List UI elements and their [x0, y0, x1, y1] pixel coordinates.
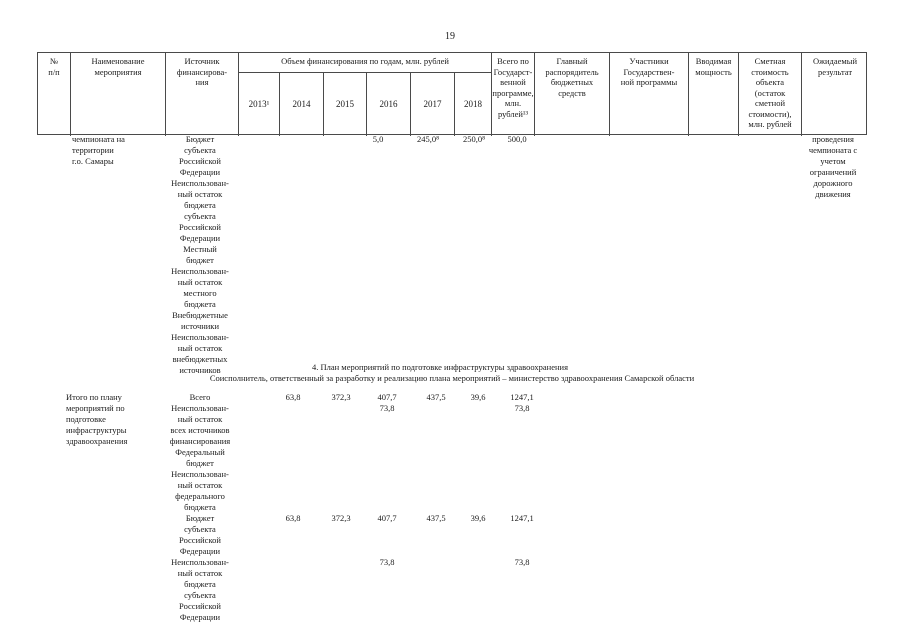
header-cell-year-2013: 2013¹ [238, 73, 279, 136]
header-cell-source: Источник финансирова- ния [165, 53, 238, 136]
header-cell-name: Наименование мероприятия [70, 53, 165, 136]
itogo-vsego-2017: 437,5 [426, 392, 446, 402]
header-cell-grbs: Главный распорядитель бюджетных средств [534, 53, 609, 136]
row-itogo-name: Итого по плану мероприятий по подготовке… [66, 392, 128, 446]
header-cell-participants: Участники Государствен- ной программы [609, 53, 688, 136]
row-itogo-sources: Всего Неиспользован- ный остаток всех ис… [169, 392, 231, 622]
itogo-budget-2014: 63,8 [285, 513, 301, 523]
itogo-budget-2017: 437,5 [426, 513, 446, 523]
itogo-ostatok-2016: 73,8 [379, 403, 395, 413]
header-cell-capacity: Вводимая мощность [688, 53, 738, 136]
section4-title: 4. План мероприятий по подготовке инфрас… [311, 362, 569, 372]
header-cell-year-2014: 2014 [279, 73, 323, 136]
itogo-budget-2018: 39,6 [470, 513, 486, 523]
itogo-vsego-2016: 407,7 [377, 392, 397, 402]
itogo-budget-ostatok-total: 73,8 [514, 557, 530, 567]
header-cell-volume: Объем финансирования по годам, млн. рубл… [238, 53, 491, 73]
itogo-vsego-2015: 372,3 [331, 392, 351, 402]
row-continuation-total: 500,0 [507, 134, 527, 144]
header-cell-year-2015: 2015 [323, 73, 366, 136]
section4-subtitle: Соисполнитель, ответственный за разработ… [209, 373, 695, 383]
header-cell-total: Всего по Государст- венной программе, мл… [491, 53, 534, 136]
itogo-vsego-2018: 39,6 [470, 392, 486, 402]
row-continuation-value-2017: 245,0⁸ [416, 134, 440, 144]
table-header: № п/п Наименование мероприятия Источник … [37, 52, 868, 136]
itogo-budget-2016: 407,7 [377, 513, 397, 523]
itogo-budget-2015: 372,3 [331, 513, 351, 523]
itogo-vsego-total: 1247,1 [510, 392, 534, 402]
page-number: 19 [445, 31, 455, 42]
header-cell-year-2016: 2016 [366, 73, 410, 136]
itogo-budget-total: 1247,1 [510, 513, 534, 523]
row-continuation-value-2016: 5,0 [372, 134, 384, 144]
row-continuation-sources: Бюджет субъекта Российской Федерации Неи… [171, 134, 229, 375]
header-cell-year-2017: 2017 [410, 73, 454, 136]
row-continuation-name: чемпионата на территории г.о. Самары [72, 134, 125, 166]
header-cell-year-2018: 2018 [454, 73, 491, 136]
itogo-ostatok-total: 73,8 [514, 403, 530, 413]
header-cell-cost: Сметная стоимость объекта (остаток сметн… [738, 53, 801, 136]
header-cell-result: Ожидаемый результат [801, 53, 868, 136]
row-continuation-result: проведения чемпионата с учетом ограничен… [808, 134, 858, 199]
itogo-vsego-2014: 63,8 [285, 392, 301, 402]
header-cell-no: № п/п [48, 56, 60, 77]
itogo-budget-ostatok-2016: 73,8 [379, 557, 395, 567]
row-continuation-value-2018: 250,0⁸ [462, 134, 486, 144]
